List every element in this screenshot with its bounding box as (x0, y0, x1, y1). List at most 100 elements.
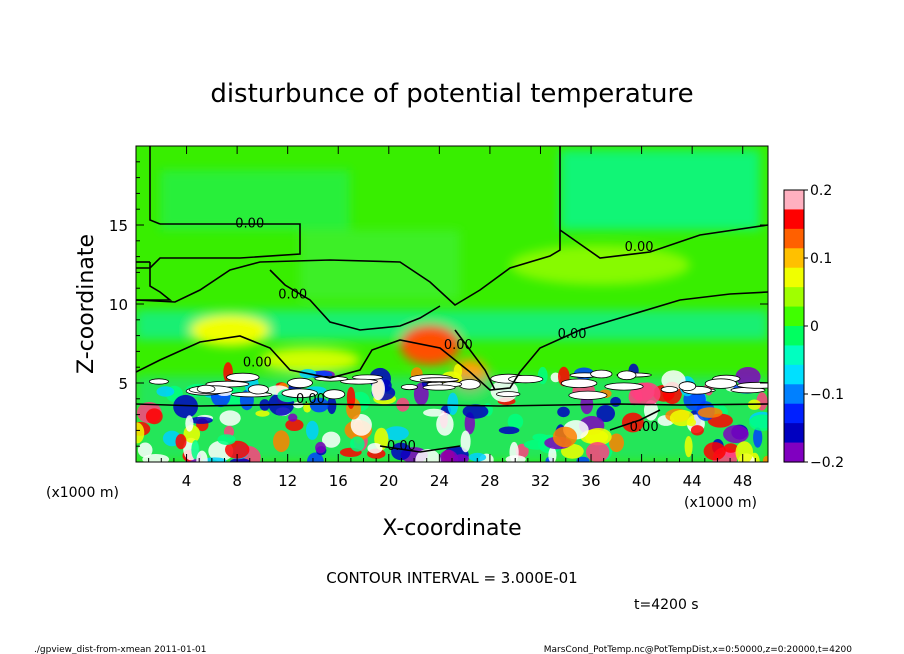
colorbar-swatch (784, 364, 804, 385)
turbulence-cell (303, 402, 312, 413)
x-unit-label-left: (x1000 m) (46, 485, 119, 501)
contour-lines (136, 146, 768, 453)
turbulence-cell (703, 442, 726, 461)
colorbar-swatch (784, 287, 804, 308)
colorbar-swatch (784, 209, 804, 230)
x-tick-label: 28 (480, 472, 499, 490)
x-tick-label: 32 (531, 472, 550, 490)
turbulence-cell (255, 410, 270, 417)
turbulence-cell (346, 386, 356, 409)
strong-anomaly-cell (568, 390, 608, 400)
strong-anomaly-cell (314, 375, 348, 382)
contour-label: 0.00 (296, 392, 325, 407)
turbulence-cell (460, 430, 471, 453)
colorbar-tick-label: −0.1 (810, 387, 844, 403)
x-tick-label: 12 (278, 472, 297, 490)
strong-anomaly-cell (660, 386, 679, 393)
turbulence-cell (548, 447, 557, 462)
turbulence-cell (610, 396, 621, 407)
turbulence-cell (523, 439, 552, 450)
strong-anomaly-cell (617, 370, 637, 381)
turbulence-cell (609, 433, 624, 453)
strong-anomaly-cell (422, 384, 456, 391)
turbulence-cell (690, 425, 704, 436)
time-text: t=4200 s (634, 597, 699, 613)
turbulence-cell (306, 420, 319, 440)
strong-anomaly-cell (340, 378, 378, 385)
turbulence-cell (735, 441, 754, 462)
contour-label: 0.00 (278, 288, 307, 303)
x-tick-label: 16 (329, 472, 348, 490)
x-tick-label: 20 (379, 472, 398, 490)
turbulence-cell (217, 434, 236, 445)
turbulence-cell (439, 449, 459, 462)
x-tick-label: 8 (232, 472, 242, 490)
turbulence-cell (189, 416, 213, 424)
strong-anomaly-cell (604, 382, 644, 391)
contour-label: 0.00 (243, 355, 272, 370)
strong-anomaly-cell (678, 381, 697, 392)
colorbar-tick-label: −0.2 (810, 455, 844, 471)
strong-anomaly-cell (196, 384, 216, 394)
turbulence-cell (142, 454, 170, 462)
turbulence-cell (735, 367, 761, 387)
turbulence-cell (586, 442, 610, 462)
contour-label: 0.00 (630, 420, 659, 435)
turbulence-cell (749, 414, 768, 431)
turbulence-cell (327, 396, 337, 415)
strong-anomaly-cell (496, 391, 521, 398)
x-tick-label: 48 (733, 472, 752, 490)
x-axis: 4 8 12 16 20 24 28 32 36 40 44 48 (148, 146, 756, 490)
turbulence-cell (288, 413, 298, 422)
turbulence-cell (156, 386, 175, 397)
strong-anomaly-cell (400, 384, 418, 391)
turbulence-cell (447, 392, 459, 415)
strong-anomaly-cell (226, 372, 260, 382)
contour-interval-text: CONTOUR INTERVAL = 3.000E-01 (326, 569, 577, 587)
turbulence-cell (196, 450, 208, 462)
x-axis-label: X-coordinate (382, 516, 521, 541)
colorbar-swatch (784, 442, 804, 463)
turbulence-cell (468, 452, 487, 462)
turbulence-cell (309, 397, 329, 413)
chart-title: disturbunce of potential temperature (210, 79, 693, 109)
strong-anomaly-cell (287, 377, 313, 388)
turbulence-cell (557, 406, 570, 418)
colorbar-swatch (784, 306, 804, 327)
strong-anomaly-cell (419, 377, 459, 383)
strong-anomaly-cell (560, 378, 598, 389)
colorbar-tick-label: 0 (810, 319, 819, 335)
colorbar-swatch (784, 423, 804, 444)
turbulence-cell (350, 414, 372, 436)
contour-label: 0.00 (444, 338, 473, 353)
x-tick-label: 24 (430, 472, 449, 490)
x-tick-label: 4 (182, 472, 192, 490)
turbulence-cell (684, 436, 693, 458)
strong-anomaly-cell (704, 378, 738, 389)
y-axis: 5 10 15 (109, 161, 768, 447)
strong-anomaly-cell (323, 389, 346, 400)
turbulence-cell (285, 419, 304, 431)
turbulence-cell (596, 405, 615, 422)
turbulence-cell (753, 427, 763, 448)
colorbar-swatch (784, 190, 804, 211)
turbulence-cell (219, 410, 241, 426)
turbulence-cell (498, 426, 520, 435)
turbulence-cell (367, 443, 383, 454)
turbulence-cell (229, 458, 251, 462)
plot-area: 0.00 0.00 0.00 0.00 0.00 0.00 0.00 0.00 0.00 (136, 146, 768, 462)
colorbar-swatch (784, 326, 804, 347)
footer-right: MarsCond_PotTemp.nc@PotTempDist,x=0:5000… (544, 645, 853, 654)
turbulence-cell (509, 441, 519, 462)
turbulence-cell (391, 442, 411, 461)
y-axis-label: Z-coordinate (74, 234, 99, 374)
turbulence-cell (762, 455, 768, 462)
turbulence-cell (315, 441, 326, 454)
turbulence-cell (136, 422, 145, 444)
contour-label: 0.00 (558, 327, 587, 342)
contour-label: 0.00 (625, 240, 654, 255)
colorbar-swatch (784, 345, 804, 366)
turbulence-cell (202, 457, 227, 462)
contour-labels: 0.00 0.00 0.00 0.00 0.00 0.00 0.00 0.00 0.00 (235, 216, 659, 454)
